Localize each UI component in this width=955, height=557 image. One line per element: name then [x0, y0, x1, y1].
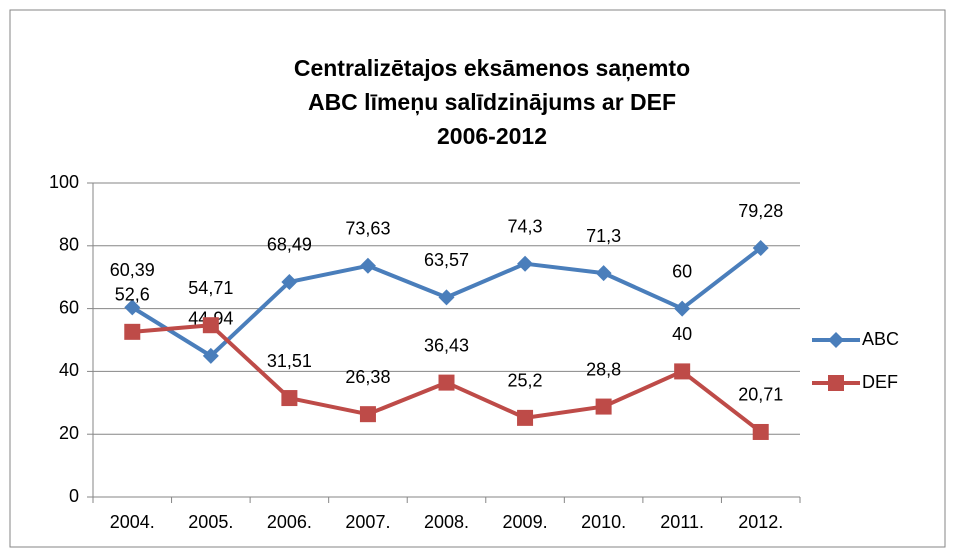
- legend-marker: [828, 332, 844, 348]
- data-label: 31,51: [267, 351, 312, 371]
- marker: [517, 409, 534, 426]
- marker: [674, 363, 691, 380]
- marker: [124, 299, 141, 316]
- data-label: 25,2: [508, 371, 543, 391]
- x-tick-label: 2012.: [738, 512, 783, 532]
- x-tick-label: 2005.: [188, 512, 233, 532]
- legend-marker: [828, 375, 844, 391]
- x-tick-label: 2007.: [345, 512, 390, 532]
- x-tick-label: 2010.: [581, 512, 626, 532]
- y-tick-label: 40: [59, 360, 79, 380]
- data-label: 26,38: [345, 367, 390, 387]
- y-tick-label: 0: [69, 486, 79, 506]
- chart-title: 2006-2012: [437, 123, 547, 149]
- marker: [595, 265, 612, 282]
- chart-frame: [9, 9, 946, 548]
- data-label: 79,28: [738, 201, 783, 221]
- marker: [359, 257, 376, 274]
- x-tick-label: 2006.: [267, 512, 312, 532]
- marker: [752, 240, 769, 257]
- data-label: 52,6: [115, 285, 150, 305]
- marker: [202, 347, 219, 364]
- marker: [281, 390, 298, 407]
- marker: [359, 406, 376, 423]
- legend-label: ABC: [862, 329, 899, 349]
- data-label: 36,43: [424, 335, 469, 355]
- y-tick-label: 100: [49, 172, 79, 192]
- x-tick-label: 2009.: [503, 512, 548, 532]
- y-tick-label: 80: [59, 235, 79, 255]
- data-label: 54,71: [188, 278, 233, 298]
- data-label: 60,39: [110, 260, 155, 280]
- marker: [595, 398, 612, 415]
- data-label: 68,49: [267, 235, 312, 255]
- marker: [752, 423, 769, 440]
- data-label: 71,3: [586, 226, 621, 246]
- x-tick-label: 2011.: [660, 512, 704, 532]
- chart-title: Centralizētajos eksāmenos saņemto: [294, 55, 690, 81]
- marker: [124, 323, 141, 340]
- data-label: 63,57: [424, 250, 469, 270]
- data-label: 73,63: [345, 219, 390, 239]
- x-tick-label: 2004.: [110, 512, 155, 532]
- marker: [674, 300, 691, 317]
- marker: [202, 317, 219, 334]
- marker: [438, 374, 455, 391]
- y-tick-label: 20: [59, 423, 79, 443]
- x-tick-label: 2008.: [424, 512, 469, 532]
- data-label: 74,3: [508, 216, 543, 236]
- data-label: 20,71: [738, 385, 783, 405]
- legend-label: DEF: [862, 372, 898, 392]
- chart-title: ABC līmeņu salīdzinājums ar DEF: [308, 89, 676, 115]
- marker: [438, 289, 455, 306]
- marker: [281, 273, 298, 290]
- data-label: 28,8: [586, 359, 621, 379]
- data-label: 60: [672, 261, 692, 281]
- data-label: 40: [672, 324, 692, 344]
- y-tick-label: 60: [59, 297, 79, 317]
- marker: [517, 255, 534, 272]
